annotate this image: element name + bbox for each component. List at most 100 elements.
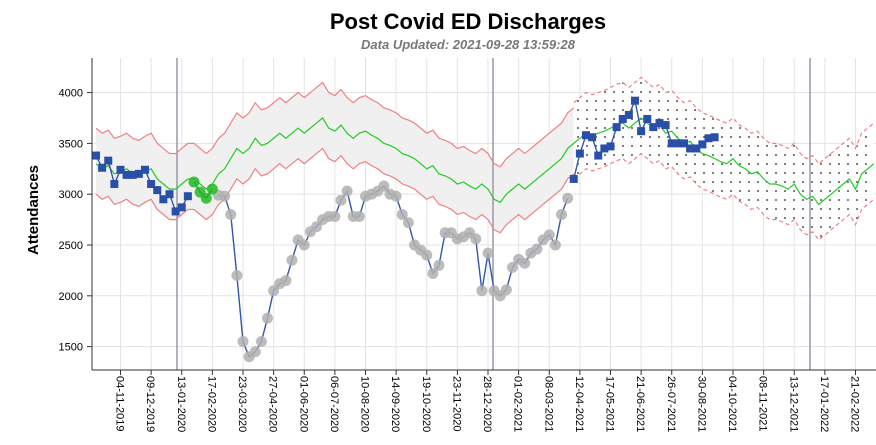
data-point xyxy=(624,110,633,119)
data-point xyxy=(500,284,512,296)
data-point xyxy=(280,275,292,287)
x-tick-label: 01-06-2020 xyxy=(297,376,309,432)
data-point xyxy=(200,192,212,204)
data-point xyxy=(606,142,615,151)
data-point xyxy=(141,165,149,174)
data-point xyxy=(704,134,713,143)
data-point xyxy=(649,123,658,132)
data-point xyxy=(255,336,267,348)
y-tick-label: 2500 xyxy=(59,240,83,252)
x-tick-label: 17-05-2021 xyxy=(604,376,616,432)
data-point xyxy=(329,211,341,223)
data-point xyxy=(680,139,688,148)
data-point xyxy=(206,183,218,195)
data-point xyxy=(165,190,174,199)
data-point xyxy=(673,139,682,148)
data-point xyxy=(183,192,192,201)
data-point xyxy=(655,119,664,128)
x-tick-label: 14-09-2020 xyxy=(389,376,401,432)
data-point xyxy=(482,247,494,259)
data-point xyxy=(661,121,670,130)
x-tick-label: 21-06-2021 xyxy=(634,376,646,432)
data-point xyxy=(643,114,652,123)
series-line xyxy=(95,147,575,234)
data-point xyxy=(104,156,113,165)
data-point xyxy=(543,229,555,241)
x-tick-label: 23-03-2020 xyxy=(236,376,248,432)
data-point xyxy=(311,221,322,233)
data-point xyxy=(549,239,561,251)
series-line xyxy=(573,152,875,241)
data-point xyxy=(507,261,518,273)
y-axis-label: Attendances xyxy=(25,165,42,255)
x-tick-label: 08-03-2021 xyxy=(542,376,554,432)
data-point xyxy=(134,169,143,178)
data-point xyxy=(249,346,261,358)
data-point xyxy=(594,151,603,160)
chart-subtitle: Data Updated: 2021-09-28 13:59:28 xyxy=(361,37,576,52)
x-tick-label: 04-11-2019 xyxy=(114,376,126,431)
data-point xyxy=(177,203,186,212)
data-point xyxy=(692,144,701,153)
y-tick-label: 3500 xyxy=(59,138,83,150)
data-point xyxy=(147,180,156,189)
data-point xyxy=(159,195,168,204)
data-point xyxy=(98,163,107,172)
x-tick-label: 17-02-2020 xyxy=(205,376,217,432)
data-point xyxy=(268,285,280,297)
data-point xyxy=(231,269,243,281)
data-point xyxy=(710,133,719,142)
chart-title: Post Covid ED Discharges xyxy=(330,9,606,34)
data-point xyxy=(556,209,567,221)
data-point xyxy=(110,180,119,189)
data-point xyxy=(116,165,125,174)
data-point xyxy=(612,123,621,132)
data-point xyxy=(531,243,543,255)
data-point xyxy=(378,180,390,192)
data-point xyxy=(225,209,237,221)
data-point xyxy=(171,207,180,216)
data-point xyxy=(600,144,609,153)
x-tick-label: 10-08-2020 xyxy=(359,376,371,432)
data-point xyxy=(588,133,597,142)
axes: 1500 2000 2500 3000 3500 4000 04-11-2019 09-12-… xyxy=(59,88,861,433)
data-point xyxy=(122,170,131,179)
data-point xyxy=(433,259,445,271)
x-tick-label: 13-12-2021 xyxy=(787,376,799,432)
data-point xyxy=(188,176,200,188)
x-tick-label: 13-01-2020 xyxy=(175,376,187,432)
y-tick-label: 4000 xyxy=(59,88,83,100)
data-point xyxy=(390,190,402,202)
x-tick-label: 09-12-2019 xyxy=(144,376,156,432)
data-point xyxy=(92,151,100,160)
data-point xyxy=(219,190,231,202)
x-tick-label: 21-02-2022 xyxy=(849,376,861,432)
x-tick-label: 27-04-2020 xyxy=(267,376,279,432)
data-point xyxy=(353,211,365,223)
data-point xyxy=(262,312,273,324)
data-point xyxy=(562,192,574,204)
data-point xyxy=(396,209,408,221)
data-point xyxy=(698,140,707,149)
data-point xyxy=(402,217,414,229)
x-tick-label: 23-11-2020 xyxy=(450,376,462,431)
x-tick-label: 06-07-2020 xyxy=(328,376,340,432)
data-point xyxy=(341,185,353,197)
y-tick-label: 3000 xyxy=(59,189,83,201)
data-point xyxy=(335,194,347,206)
x-tick-label: 04-10-2021 xyxy=(726,376,738,432)
data-point xyxy=(582,131,590,140)
y-tick-label: 2000 xyxy=(59,291,83,303)
x-tick-label: 12-04-2021 xyxy=(573,376,585,432)
data-point xyxy=(298,239,310,251)
data-point xyxy=(237,336,249,348)
series-line xyxy=(95,117,875,206)
data-point xyxy=(128,170,137,179)
x-tick-label: 30-08-2021 xyxy=(695,376,707,432)
x-tick-label: 26-07-2021 xyxy=(665,376,677,432)
data-point xyxy=(631,96,639,105)
data-point xyxy=(470,233,482,245)
data-point xyxy=(618,114,627,123)
x-tick-label: 19-10-2020 xyxy=(420,376,432,432)
